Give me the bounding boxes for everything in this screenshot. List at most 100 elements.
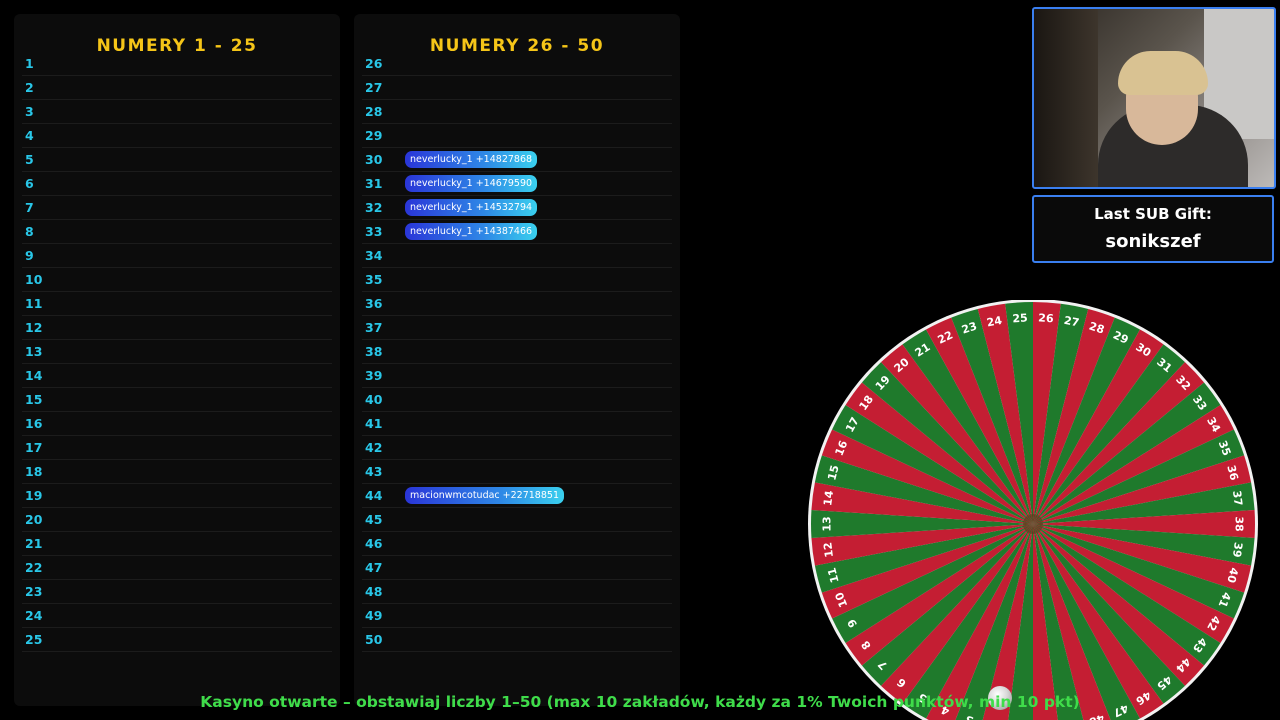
number-row: 28 (362, 100, 672, 124)
number-row: 45 (362, 508, 672, 532)
wheel-segment (1033, 405, 1234, 524)
wheel-number: 26 (1038, 311, 1054, 325)
wheel-segment (1005, 302, 1033, 524)
row-number: 50 (365, 632, 383, 647)
row-number: 28 (365, 104, 383, 119)
bet-chip: macionwmcotudac +22718851 (405, 487, 564, 504)
wheel-segment (845, 382, 1033, 524)
wheel-number: 12 (821, 541, 836, 558)
wheel-segment (1033, 429, 1245, 524)
row-number: 25 (25, 632, 43, 647)
number-row: 42 (362, 436, 672, 460)
last-sub-gift-box: Last SUB Gift: sonikszef (1032, 195, 1274, 263)
number-row: 10 (22, 268, 332, 292)
row-number: 14 (25, 368, 43, 383)
wheel-segment (811, 524, 1033, 566)
row-number: 43 (365, 464, 383, 479)
wheel-segment (977, 303, 1033, 524)
sub-gift-label: Last SUB Gift: (1094, 205, 1212, 223)
wheel-segment (1033, 482, 1255, 524)
number-row: 48 (362, 580, 672, 604)
sub-gift-name: sonikszef (1105, 231, 1201, 252)
wheel-segment (814, 455, 1033, 524)
row-number: 32 (365, 200, 383, 215)
wheel-number: 24 (986, 314, 1004, 330)
row-number: 40 (365, 392, 383, 407)
row-number: 20 (25, 512, 43, 527)
number-row: 15 (22, 388, 332, 412)
number-row: 22 (22, 556, 332, 580)
number-row: 27 (362, 76, 672, 100)
wheel-number: 36 (1224, 464, 1240, 482)
row-number: 18 (25, 464, 43, 479)
panel-title: NUMERY 26 - 50 (429, 36, 605, 56)
row-number: 16 (25, 416, 43, 431)
row-number: 45 (365, 512, 383, 527)
wheel-segment (926, 524, 1033, 720)
row-number: 22 (25, 560, 43, 575)
number-row: 37 (362, 316, 672, 340)
row-number: 27 (365, 80, 383, 95)
number-row: 11 (22, 292, 332, 316)
number-row: 6 (22, 172, 332, 196)
wheel-segment (902, 329, 1033, 524)
row-number: 1 (25, 56, 34, 71)
row-number: 38 (365, 344, 383, 359)
wheel-segment (881, 344, 1033, 524)
wheel-segment (1008, 524, 1033, 720)
wheel-segment (1033, 362, 1205, 524)
wheel-segment (1033, 382, 1221, 524)
number-row: 40 (362, 388, 672, 412)
row-number: 46 (365, 536, 383, 551)
row-number: 21 (25, 536, 43, 551)
number-row: 41 (362, 412, 672, 436)
wheel-segment (1033, 524, 1205, 686)
wheel-segment (861, 524, 1033, 686)
bet-chip: neverlucky_1 +14679590 (405, 175, 538, 192)
wheel-hub (1023, 514, 1043, 534)
wheel-number: 11 (825, 566, 841, 584)
wheel-segment (1033, 524, 1234, 643)
row-number: 36 (365, 296, 383, 311)
wheel-segment (1033, 329, 1164, 524)
wheel-number: 14 (821, 489, 836, 506)
row-number: 26 (365, 56, 383, 71)
number-row: 46 (362, 532, 672, 556)
wheel-number: 25 (1012, 311, 1028, 325)
wheel-segment (1033, 524, 1245, 619)
wheel-number: 15 (825, 464, 841, 482)
wheel-segment (811, 482, 1033, 524)
number-row: 5 (22, 148, 332, 172)
wheel-segment (881, 524, 1033, 704)
roulette-wheel: 1234567891011121314151617181920212223242… (808, 300, 1258, 720)
wheel-number: 47 (1111, 701, 1130, 719)
number-row: 35 (362, 268, 672, 292)
row-number: 48 (365, 584, 383, 599)
wheel-number: 39 (1230, 541, 1245, 558)
wheel-number: 42 (1204, 613, 1223, 633)
number-row: 19 (22, 484, 332, 508)
wheel-segment (814, 524, 1033, 593)
row-number: 49 (365, 608, 383, 623)
number-row: 1 (22, 52, 332, 76)
numbers-panel-1-25: NUMERY 1 - 25 1 2 3 4 5 6 7 8 9 10 11 12 13 14 15 16 17 1… (14, 14, 340, 706)
row-number: 34 (365, 248, 383, 263)
number-row: 33 neverlucky_1 +14387466 (362, 220, 672, 244)
wheel-segment (821, 524, 1033, 619)
wheel-number: 29 (1111, 328, 1130, 346)
row-number: 31 (365, 176, 383, 191)
wheel-segment (845, 524, 1033, 666)
wheel-segment (1033, 524, 1185, 704)
wheel-number: 27 (1063, 314, 1080, 330)
number-row: 4 (22, 124, 332, 148)
row-number: 3 (25, 104, 34, 119)
bet-chip: neverlucky_1 +14387466 (405, 223, 538, 240)
wheel-segment (1033, 455, 1252, 524)
casino-status-ticker: Kasyno otwarte – obstawiaj liczby 1–50 (… (200, 693, 1080, 711)
number-row: 36 (362, 292, 672, 316)
number-row: 44 macionwmcotudac +22718851 (362, 484, 672, 508)
row-number: 33 (365, 224, 383, 239)
number-row: 20 (22, 508, 332, 532)
number-row: 8 (22, 220, 332, 244)
row-number: 41 (365, 416, 383, 431)
